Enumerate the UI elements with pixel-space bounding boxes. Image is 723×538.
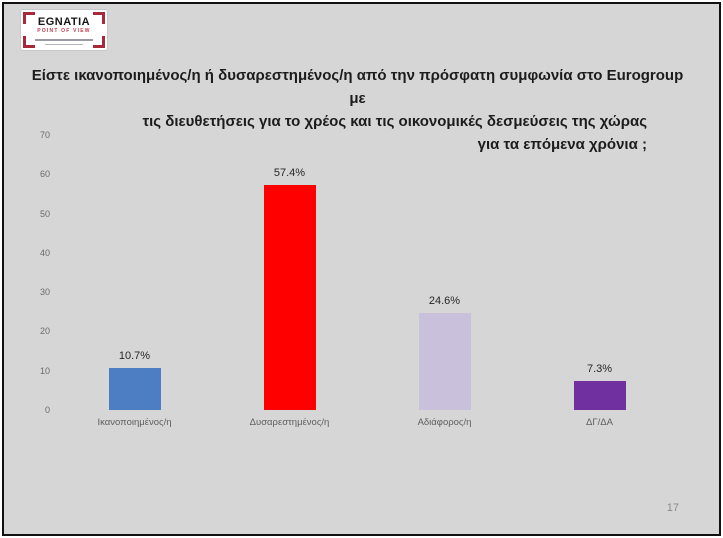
bar-category-label: Ικανοποιημένος/η <box>97 417 172 428</box>
bar-category-label: Αδιάφορος/η <box>417 417 472 428</box>
y-axis-tick-label: 40 <box>39 247 50 258</box>
logo-name: EGNATIA <box>37 16 91 28</box>
bar-category-label: Δυσαρεστημένος/η <box>249 417 330 428</box>
y-axis-tick-label: 20 <box>39 326 50 337</box>
y-axis: 0 10 20 30 40 50 60 70 <box>30 130 50 415</box>
logo-subtitle: POINT OF VIEW <box>37 28 91 34</box>
slide-title: Είστε ικανοποιημένος/η ή δυσαρεστημένος/… <box>26 64 689 156</box>
y-axis-tick-label: 60 <box>39 169 50 180</box>
bar-group: 24.6% Αδιάφορος/η <box>367 135 522 428</box>
bar-group: 10.7% Ικανοποιημένος/η <box>57 135 212 428</box>
bar <box>263 184 316 410</box>
y-axis-tick-label: 30 <box>39 287 50 298</box>
bar <box>108 367 161 410</box>
bar-value-label: 57.4% <box>273 166 306 179</box>
bar-chart: 0 10 20 30 40 50 60 70 10.7% Ικανοποιημένος/η 57.… <box>4 130 719 445</box>
logo-fine-print-line <box>35 39 93 41</box>
slide-title-line: Είστε ικανοποιημένος/η ή δυσαρεστημένος/… <box>31 67 684 107</box>
slide-title-line: για τα επόμενα χρόνια ; <box>477 136 647 153</box>
logo-fine-print-line <box>45 43 83 45</box>
bar-value-label: 7.3% <box>586 363 613 376</box>
logo-corner-bracket-icon <box>23 12 35 24</box>
logo-corner-bracket-icon <box>93 36 105 48</box>
bar <box>573 381 626 410</box>
logo-corner-bracket-icon <box>23 36 35 48</box>
bar-value-label: 24.6% <box>428 295 461 308</box>
y-axis-tick-label: 50 <box>39 208 50 219</box>
slide-title-line: τις διευθετήσεις για το χρέος και τις οι… <box>142 113 647 130</box>
logo-corner-bracket-icon <box>93 12 105 24</box>
plot-area: 10.7% Ικανοποιημένος/η 57.4% Δυσαρεστημένος… <box>57 135 677 429</box>
bar-group: 7.3% ΔΓ/ΔΑ <box>522 135 677 428</box>
bar <box>418 313 471 410</box>
y-axis-tick-label: 10 <box>39 365 50 376</box>
bar-value-label: 10.7% <box>118 349 151 362</box>
bar-category-label: ΔΓ/ΔΑ <box>586 417 613 428</box>
page-number: 17 <box>666 502 679 514</box>
egnatia-logo: EGNATIA POINT OF VIEW <box>21 10 107 50</box>
y-axis-tick-label: 0 <box>44 405 50 415</box>
bar-group: 57.4% Δυσαρεστημένος/η <box>212 135 367 429</box>
y-axis-tick-label: 70 <box>39 130 50 140</box>
